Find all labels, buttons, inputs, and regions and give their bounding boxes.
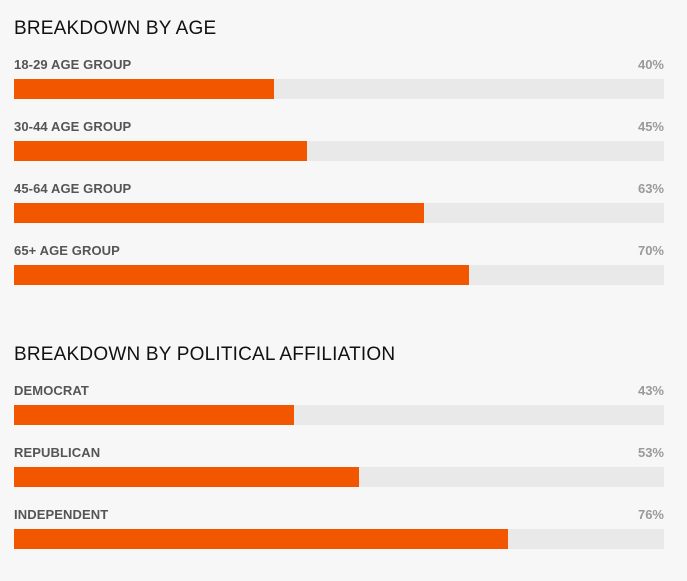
affiliation-bar-list: DEMOCRAT 43% REPUBLICAN 53% INDEPENDENT 76% bbox=[14, 370, 664, 556]
bar-value-label: 76% bbox=[637, 507, 664, 522]
political-affiliation-section: BREAKDOWN BY POLITICAL AFFILIATION DEMOC… bbox=[14, 340, 664, 556]
bar-row: DEMOCRAT 43% bbox=[14, 370, 664, 432]
bar-fill bbox=[14, 141, 307, 161]
section-title: BREAKDOWN BY POLITICAL AFFILIATION bbox=[14, 344, 396, 365]
bar-label: 65+ AGE GROUP bbox=[14, 243, 120, 258]
bar-value-label: 63% bbox=[637, 181, 664, 196]
bar-fill bbox=[14, 405, 294, 425]
bar-value-label: 43% bbox=[637, 383, 664, 398]
bar-row: 18-29 AGE GROUP 40% bbox=[14, 44, 664, 106]
bar-fill bbox=[14, 203, 424, 223]
bar-value-label: 53% bbox=[637, 445, 664, 460]
bar-row: 65+ AGE GROUP 70% bbox=[14, 230, 664, 292]
bar-row: 45-64 AGE GROUP 63% bbox=[14, 168, 664, 230]
bar-track bbox=[14, 529, 664, 549]
bar-track bbox=[14, 265, 664, 285]
bar-fill bbox=[14, 265, 469, 285]
bar-value-label: 40% bbox=[637, 57, 664, 72]
bar-label: REPUBLICAN bbox=[14, 445, 101, 460]
bar-row: INDEPENDENT 76% bbox=[14, 494, 664, 556]
bar-track bbox=[14, 203, 664, 223]
bar-fill bbox=[14, 79, 274, 99]
bar-track bbox=[14, 405, 664, 425]
bar-label: 18-29 AGE GROUP bbox=[14, 57, 132, 72]
age-breakdown-section: BREAKDOWN BY AGE 18-29 AGE GROUP 40% 30-44… bbox=[14, 14, 664, 292]
age-bar-list: 18-29 AGE GROUP 40% 30-44 AGE GROUP 45% 45-6… bbox=[14, 44, 664, 292]
bar-label: DEMOCRAT bbox=[14, 383, 89, 398]
bar-value-label: 45% bbox=[637, 119, 664, 134]
bar-track bbox=[14, 79, 664, 99]
bar-track bbox=[14, 467, 664, 487]
bar-fill bbox=[14, 529, 508, 549]
bar-fill bbox=[14, 467, 359, 487]
bar-label: 30-44 AGE GROUP bbox=[14, 119, 132, 134]
section-title: BREAKDOWN BY AGE bbox=[14, 18, 217, 39]
bar-label: 45-64 AGE GROUP bbox=[14, 181, 132, 196]
bar-label: INDEPENDENT bbox=[14, 507, 109, 522]
bar-row: REPUBLICAN 53% bbox=[14, 432, 664, 494]
bar-value-label: 70% bbox=[637, 243, 664, 258]
bar-track bbox=[14, 141, 664, 161]
bar-row: 30-44 AGE GROUP 45% bbox=[14, 106, 664, 168]
